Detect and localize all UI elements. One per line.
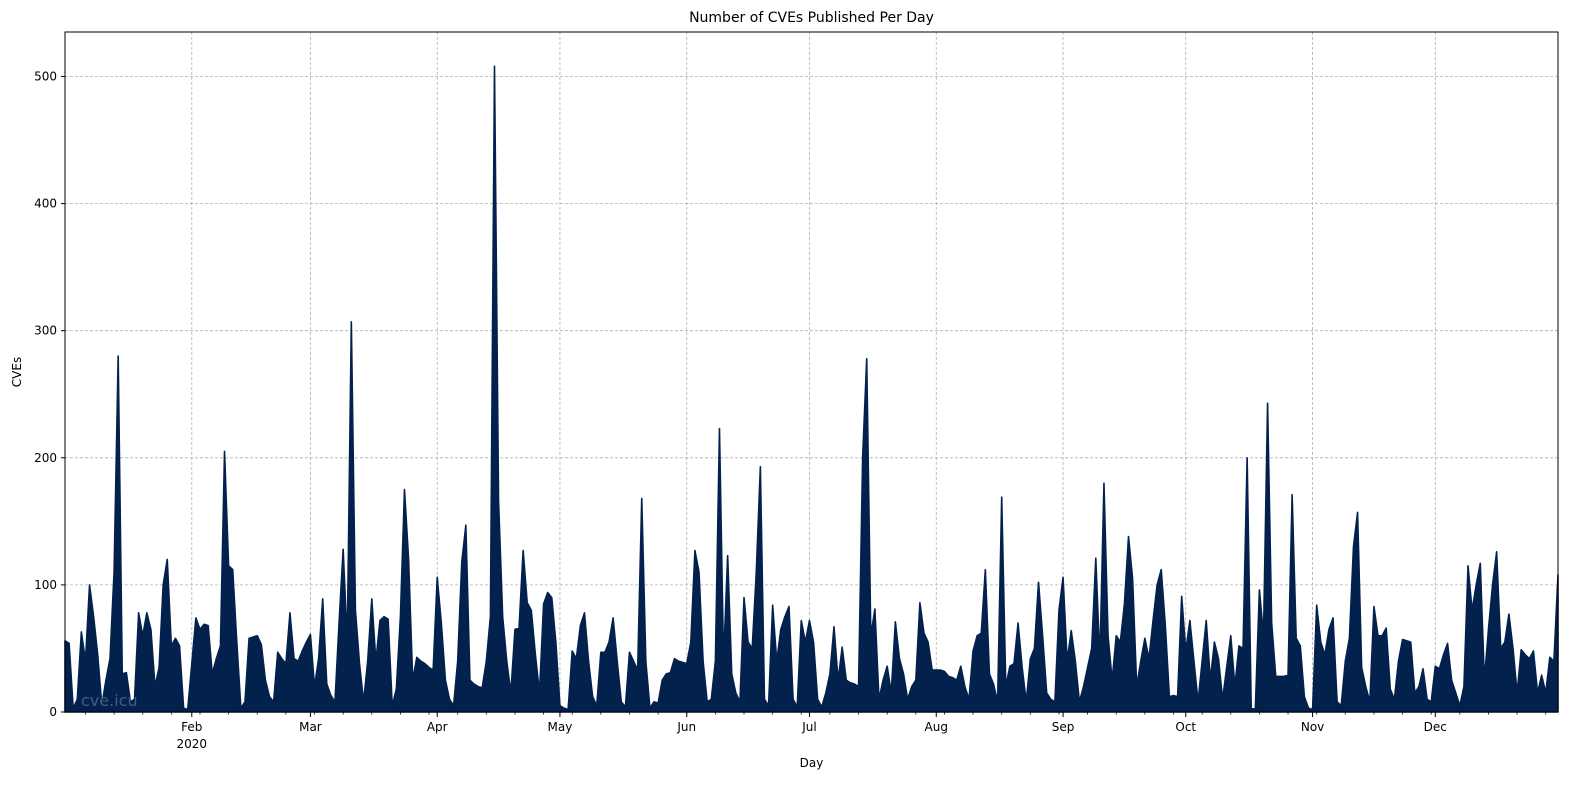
x-tick-label: Sep: [1052, 720, 1075, 734]
y-tick-label: 0: [49, 705, 57, 719]
chart-title: Number of CVEs Published Per Day: [689, 10, 934, 26]
x-tick-label: Apr: [427, 720, 448, 734]
x-tick-label: Dec: [1424, 720, 1447, 734]
y-tick-label: 400: [34, 197, 57, 211]
y-axis-ticks: 0 100 200 300 400 500: [34, 69, 65, 719]
x-tick-label: Oct: [1175, 720, 1196, 734]
y-axis-label: CVEs: [10, 357, 24, 387]
area-fill: [64, 65, 1559, 713]
x-tick-label: Feb: [181, 720, 202, 734]
watermark-text: cve.icu: [81, 691, 138, 710]
y-tick-label: 200: [34, 451, 57, 465]
x-axis-ticks: Feb Mar Apr May Jun Jul Aug Sep Oct Nov Dec: [85, 712, 1547, 734]
x-tick-label: Jun: [676, 720, 696, 734]
x-axis-year-label: 2020: [177, 737, 208, 751]
y-tick-label: 100: [34, 578, 57, 592]
x-tick-label: Nov: [1301, 720, 1324, 734]
x-axis-label: Day: [800, 756, 824, 770]
x-tick-label: Aug: [925, 720, 948, 734]
plot-frame: [64, 31, 1559, 713]
x-tick-label: Jul: [801, 720, 816, 734]
x-tick-label: May: [548, 720, 573, 734]
y-tick-label: 500: [34, 69, 57, 83]
area-series: [64, 65, 1559, 713]
y-tick-label: 300: [34, 324, 57, 338]
x-tick-label: Mar: [299, 720, 322, 734]
